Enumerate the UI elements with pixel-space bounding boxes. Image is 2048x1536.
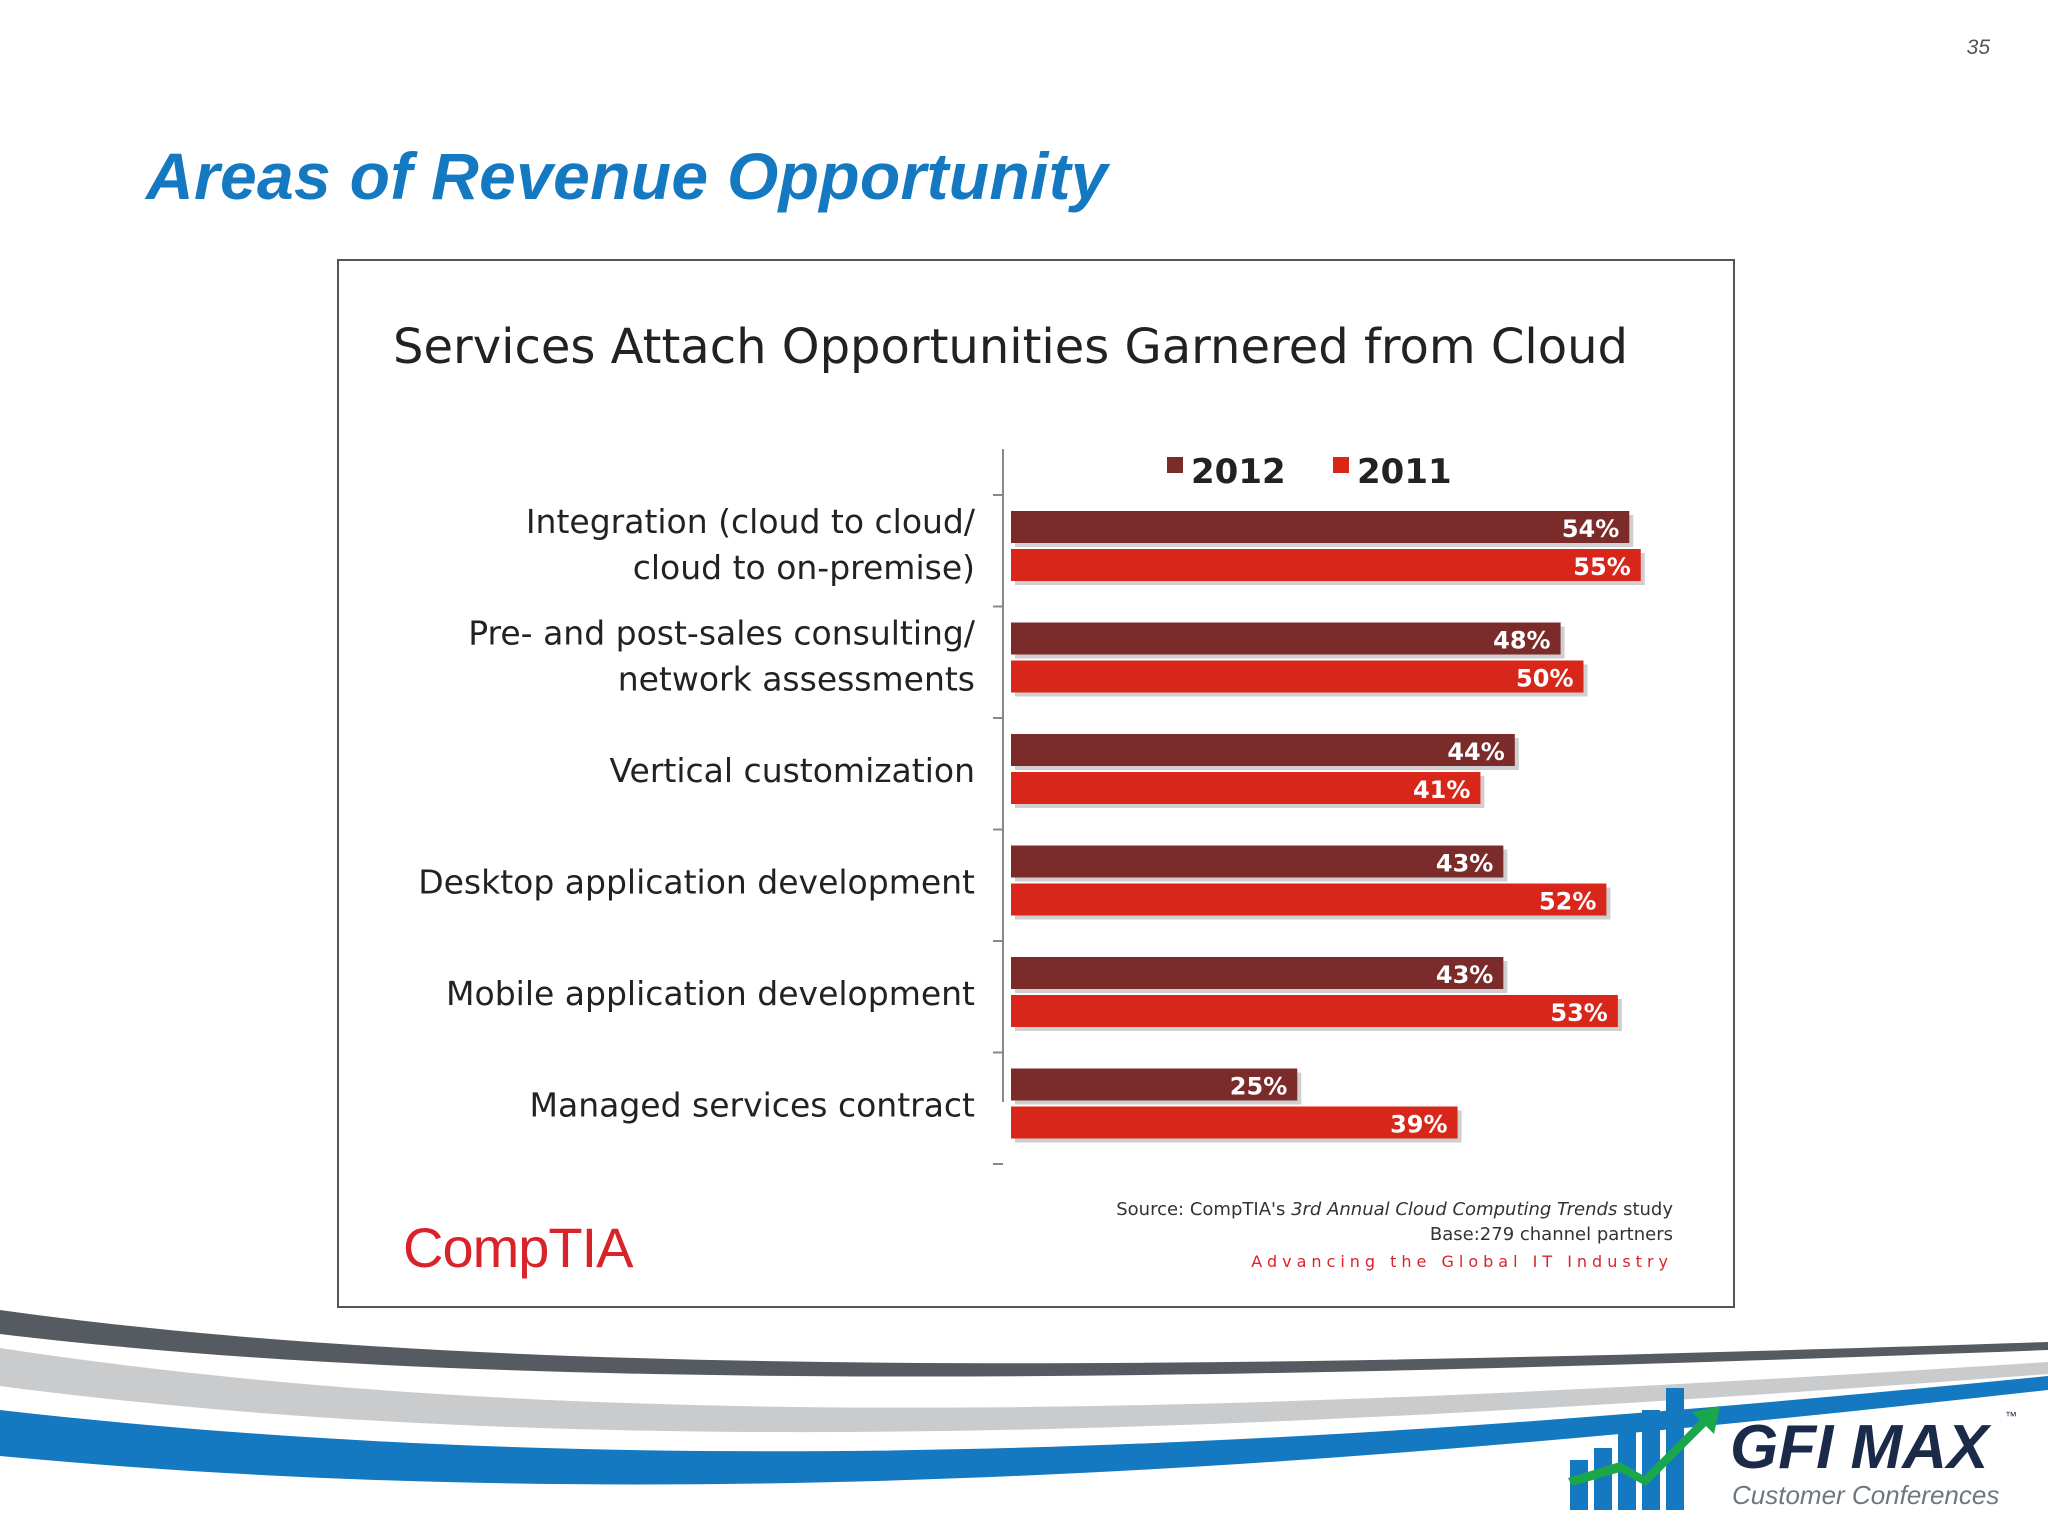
bar-2012 — [1011, 1068, 1298, 1101]
brand-name: GFI MAX — [1730, 1413, 1992, 1482]
data-label: 25% — [1230, 1073, 1287, 1101]
category-label: Vertical customization — [610, 751, 975, 790]
bar-2011 — [1011, 549, 1641, 581]
bar-2011 — [1011, 660, 1584, 693]
category-label: Integration (cloud to cloud/ — [526, 502, 976, 541]
chart-title: Services Attach Opportunities Garnered f… — [393, 319, 1628, 375]
data-label: 39% — [1390, 1111, 1447, 1139]
bar-2012 — [1011, 845, 1504, 878]
category-label: Mobile application development — [446, 974, 975, 1013]
bar-2011 — [1011, 1106, 1458, 1139]
category-label: Managed services contract — [530, 1086, 976, 1125]
data-label: 48% — [1493, 627, 1550, 655]
bar-chart: Services Attach Opportunities Garnered f… — [393, 319, 1673, 1279]
category-label: cloud to on-premise) — [633, 548, 975, 587]
decorative-swoosh — [0, 1310, 2048, 1485]
category-label: Pre- and post-sales consulting/ — [468, 614, 976, 653]
source-line-1: Source: CompTIA's 3rd Annual Cloud Compu… — [1116, 1199, 1673, 1220]
bar-2011 — [1011, 995, 1618, 1027]
bar-2012 — [1011, 511, 1630, 543]
slide-title: Areas of Revenue Opportunity — [146, 139, 1108, 213]
data-label: 54% — [1562, 515, 1619, 543]
bar-graph-icon — [1568, 1388, 1720, 1510]
data-label: 53% — [1550, 999, 1607, 1027]
bar-2012 — [1011, 734, 1515, 766]
data-label: 43% — [1436, 961, 1493, 989]
comptia-tagline: Advancing the Global IT Industry — [1251, 1252, 1673, 1271]
page-number: 35 — [1966, 36, 1990, 59]
data-label: 52% — [1539, 888, 1596, 916]
bar-2012 — [1011, 622, 1561, 655]
bar-2011 — [1011, 883, 1607, 916]
bar-2011 — [1011, 772, 1481, 804]
data-label: 41% — [1413, 776, 1470, 804]
legend-swatch-2012 — [1167, 457, 1183, 473]
trademark: ™ — [2005, 1409, 2017, 1423]
legend-label-2011: 2011 — [1357, 452, 1452, 492]
source-line-2: Base:279 channel partners — [1430, 1224, 1673, 1245]
data-label: 55% — [1573, 553, 1630, 581]
legend-label-2012: 2012 — [1191, 452, 1286, 492]
legend-swatch-2011 — [1333, 457, 1349, 473]
category-label: network assessments — [618, 660, 975, 699]
category-label: Desktop application development — [418, 863, 975, 902]
gfi-max-logo: GFI MAX ™ Customer Conferences — [1568, 1388, 2017, 1510]
data-label: 44% — [1447, 738, 1504, 766]
data-label: 43% — [1436, 850, 1493, 878]
bar-2012 — [1011, 957, 1504, 989]
brand-tagline: Customer Conferences — [1732, 1480, 1999, 1510]
comptia-logo: CompTIA — [403, 1216, 634, 1279]
data-label: 50% — [1516, 665, 1573, 693]
chart-panel: Services Attach Opportunities Garnered f… — [337, 259, 1735, 1308]
